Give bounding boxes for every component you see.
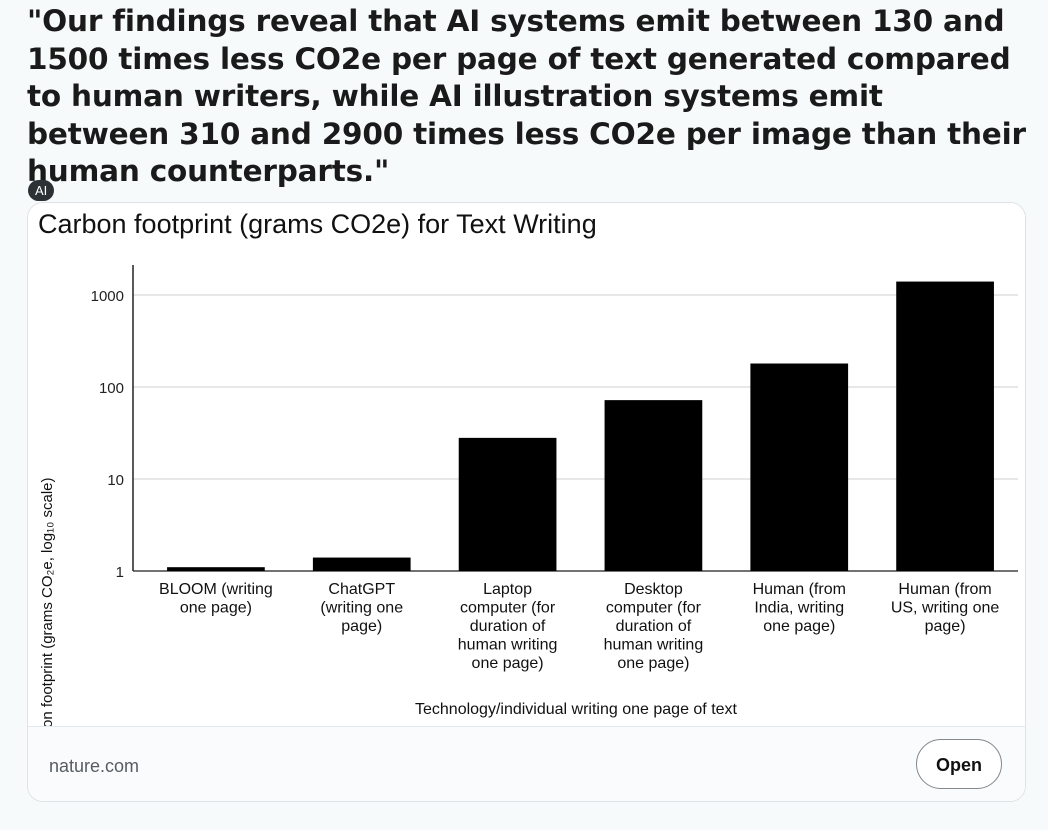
y-tick-label: 100 [99,380,124,397]
bar-chart: Carbon footprint (grams CO2e) for Text W… [38,209,1018,726]
chart-title: Carbon footprint (grams CO2e) for Text W… [38,209,597,239]
open-button[interactable]: Open [916,739,1002,789]
card-footer: nature.com Open [28,726,1025,801]
y-tick-label: 1000 [91,288,124,305]
chart-image: Carbon footprint (grams CO2e) for Text W… [28,203,1025,726]
link-preview-card[interactable]: Carbon footprint (grams CO2e) for Text W… [27,202,1026,802]
y-axis-label: Carbon footprint (grams CO₂e, log₁₀ scal… [39,477,56,726]
x-category-label: ChatGPT (writing one page) [320,581,403,635]
bar [604,400,703,571]
bar [458,437,557,571]
bar [312,557,411,571]
bar [167,567,265,571]
bar [750,363,849,571]
ai-badge: AI [28,180,55,201]
bar [896,281,994,571]
y-tick-label: 1 [116,564,124,581]
x-category-label: Human (from India, writing one page) [753,581,846,635]
y-tick-label: 10 [107,472,124,489]
source-domain[interactable]: nature.com [49,756,140,776]
x-category-label: BLOOM (writing one page) [159,581,273,617]
x-category-label: Human (from US, writing one page) [891,581,1000,635]
post-quote: "Our findings reveal that AI systems emi… [27,4,1026,188]
x-category-label: Laptop computer (for duration of human writ… [458,581,558,672]
x-axis-label: Technology/individual writing one page o… [415,701,738,718]
x-category-label: Desktop computer (for duration of human wri… [604,581,704,672]
